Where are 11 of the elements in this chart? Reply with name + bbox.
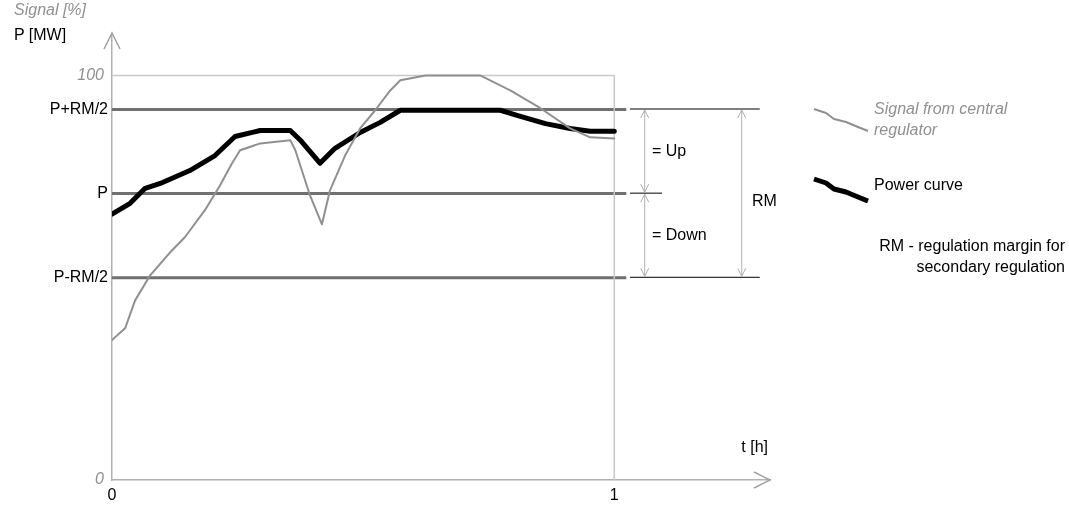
ref-line-label: P-RM/2 bbox=[53, 268, 109, 286]
y-tick-label: 100 bbox=[77, 65, 105, 83]
text: P [MW] bbox=[14, 26, 67, 44]
legend-label: Signal from central regulator bbox=[874, 99, 1009, 140]
text: RM - regulation margin for secondary regulation bbox=[878, 236, 1065, 277]
legend-label: Power curve bbox=[874, 176, 963, 194]
ref-line-label: P+RM/2 bbox=[49, 99, 109, 117]
y-axis-title: Signal [%] bbox=[14, 1, 87, 18]
ref-line-label: P bbox=[97, 183, 108, 201]
x-tick-label: 1 bbox=[609, 486, 619, 504]
x-axis-title: t [h] bbox=[741, 438, 768, 455]
